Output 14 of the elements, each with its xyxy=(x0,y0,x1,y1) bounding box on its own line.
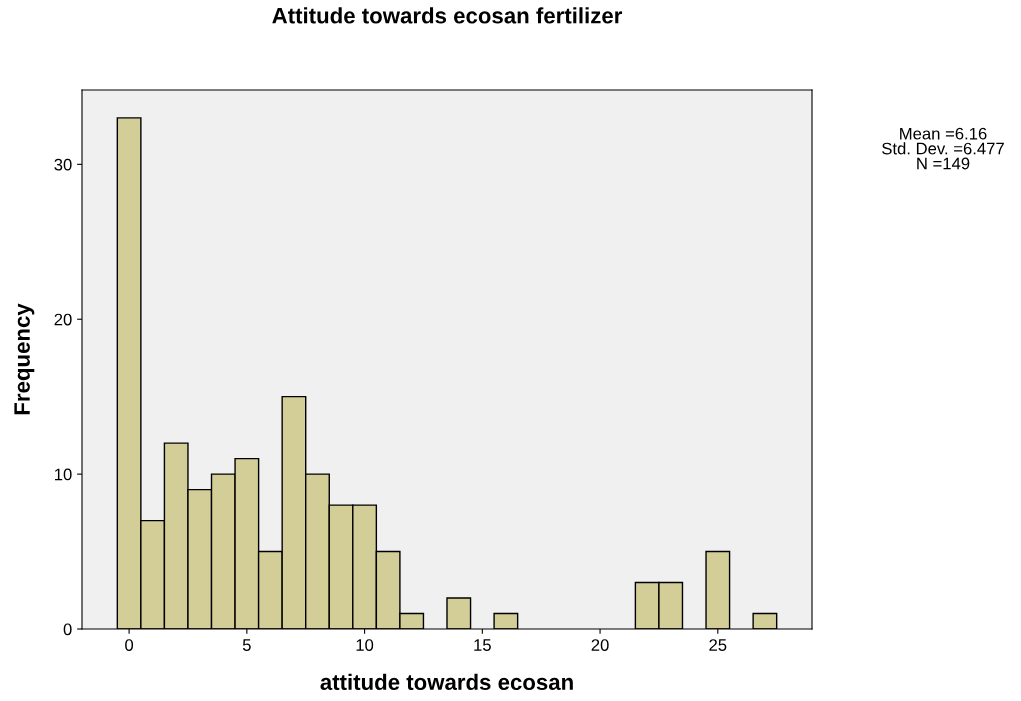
y-tick-label: 30 xyxy=(54,158,72,171)
y-tick-label: 20 xyxy=(54,313,72,326)
y-tick-label: 10 xyxy=(55,468,72,481)
x-tick-label: 0 xyxy=(125,639,134,651)
x-tick-label: 5 xyxy=(242,639,251,651)
x-tick-label: 15 xyxy=(474,639,491,651)
x-tick-label: 25 xyxy=(709,639,727,651)
chart-title: Attitude towards ecosan fertilizer xyxy=(272,7,623,24)
x-tick-label: 10 xyxy=(356,639,374,651)
y-tick-label: 0 xyxy=(63,623,72,636)
x-tick-label: 20 xyxy=(591,639,609,651)
y-axis-title: Frequency xyxy=(14,303,35,415)
text: Mean =6.16 Std. Dev. =6.477 N =149 xyxy=(882,127,1004,170)
x-axis-title: attitude towards ecosan xyxy=(320,673,573,691)
